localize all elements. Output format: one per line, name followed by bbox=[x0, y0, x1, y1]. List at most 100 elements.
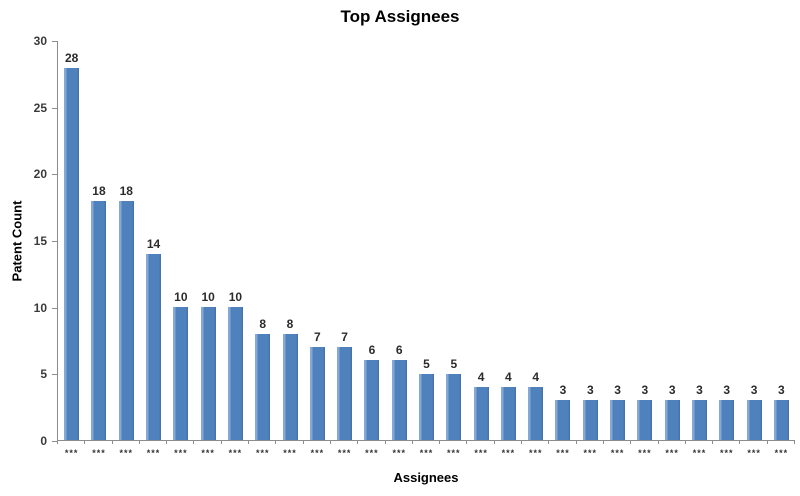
bar bbox=[500, 386, 516, 440]
bar-value-label: 10 bbox=[228, 290, 243, 305]
x-tick-cell bbox=[495, 440, 523, 444]
bar-value-label: 3 bbox=[723, 383, 731, 398]
x-category-label: *** bbox=[774, 448, 789, 458]
bar bbox=[528, 386, 544, 440]
bar bbox=[309, 346, 325, 440]
bar-value-label: 4 bbox=[532, 369, 540, 384]
bar-value-label: 3 bbox=[750, 383, 758, 398]
x-category-label: *** bbox=[610, 448, 625, 458]
bar bbox=[146, 253, 162, 440]
bar-cell: 4 bbox=[467, 41, 494, 440]
x-tick-cell bbox=[440, 440, 468, 444]
x-category-label: *** bbox=[419, 448, 434, 458]
bar-cell: 3 bbox=[686, 41, 713, 440]
x-category-label: *** bbox=[665, 448, 679, 458]
y-tick-mark bbox=[52, 307, 57, 309]
x-tick-cell bbox=[249, 440, 277, 444]
x-category-label: *** bbox=[501, 448, 516, 458]
x-category-label: *** bbox=[528, 448, 543, 458]
bar-cell: 7 bbox=[304, 41, 331, 440]
x-tick-cell bbox=[467, 440, 495, 444]
bar bbox=[337, 346, 353, 440]
bar-value-label: 7 bbox=[341, 329, 348, 344]
x-tick-cell bbox=[222, 440, 250, 444]
bar-cell: 3 bbox=[740, 41, 767, 440]
bar bbox=[637, 400, 653, 440]
bar-cell: 28 bbox=[58, 41, 85, 440]
x-category-label: *** bbox=[310, 448, 325, 458]
bar bbox=[664, 400, 680, 440]
bar-cell: 10 bbox=[222, 41, 249, 440]
x-axis-category-labels: *** *** *** *** *** *** *** *** *** *** *** *** *** *… bbox=[58, 449, 795, 458]
bar-value-label: 18 bbox=[119, 183, 133, 198]
bar bbox=[582, 400, 598, 440]
x-category-label: *** bbox=[146, 448, 161, 458]
bar-value-label: 3 bbox=[586, 383, 594, 398]
bar-cell: 5 bbox=[440, 41, 467, 440]
y-axis: 0 5 10 15 20 25 30 bbox=[0, 35, 57, 447]
x-tick-cell bbox=[113, 440, 140, 444]
x-category-label: *** bbox=[392, 448, 406, 458]
bar bbox=[91, 200, 107, 440]
y-tick-label: 25 bbox=[33, 100, 47, 115]
bar-series: 28 18 18 14 10 10 10 8 8 7 7 6 6 5 5 4 4 4 3 3 3 3 3 3 3 3 3 bbox=[58, 41, 795, 440]
bar-value-label: 7 bbox=[313, 329, 321, 344]
y-tick-label: 0 bbox=[40, 434, 47, 448]
bar-cell: 10 bbox=[194, 41, 221, 440]
x-tick-cell bbox=[740, 440, 768, 444]
bar-value-label: 18 bbox=[92, 183, 106, 198]
x-tick-cell bbox=[140, 440, 168, 444]
bar bbox=[255, 333, 271, 440]
bar bbox=[118, 200, 134, 440]
y-tick-mark bbox=[52, 107, 57, 109]
bar-value-label: 3 bbox=[559, 383, 567, 398]
x-tick-cell bbox=[331, 440, 359, 444]
x-category-label: *** bbox=[720, 448, 734, 458]
bar-value-label: 5 bbox=[423, 356, 430, 371]
y-tick-label: 30 bbox=[33, 34, 47, 48]
x-axis-title: Assignees bbox=[393, 470, 459, 485]
x-tick-cell bbox=[549, 440, 577, 444]
bar-cell: 3 bbox=[768, 41, 795, 440]
bar bbox=[691, 400, 707, 440]
bar bbox=[773, 400, 789, 440]
bar-cell: 3 bbox=[549, 41, 576, 440]
x-category-label: *** bbox=[337, 448, 352, 458]
x-category-label: *** bbox=[255, 448, 270, 458]
bar-cell: 3 bbox=[659, 41, 686, 440]
x-tick-cell bbox=[194, 440, 222, 444]
x-category-label: *** bbox=[92, 448, 106, 458]
x-category-label: *** bbox=[201, 448, 215, 458]
bar-cell: 4 bbox=[522, 41, 549, 440]
plot-area: 28 18 18 14 10 10 10 8 8 7 7 6 6 5 5 4 4 4 3 3 3 3 3 3 3 3 3 *** **… bbox=[57, 41, 796, 458]
bar-cell: 6 bbox=[358, 41, 385, 440]
bar bbox=[555, 400, 571, 440]
x-axis-tick-marks bbox=[57, 440, 796, 444]
bar-value-label: 8 bbox=[259, 316, 267, 331]
bar bbox=[610, 400, 626, 440]
x-tick-cell bbox=[386, 440, 413, 444]
bar-value-label: 28 bbox=[64, 50, 79, 65]
bar-cell: 8 bbox=[249, 41, 276, 440]
x-tick-cell bbox=[304, 440, 331, 444]
bar-cell: 18 bbox=[113, 41, 140, 440]
x-tick-cell bbox=[413, 440, 441, 444]
bar-value-label: 3 bbox=[668, 383, 676, 398]
bar-cell: 3 bbox=[631, 41, 658, 440]
bar bbox=[173, 307, 189, 440]
x-category-label: *** bbox=[447, 448, 461, 458]
x-tick-cell bbox=[85, 440, 113, 444]
x-category-label: *** bbox=[692, 448, 707, 458]
bar-value-label: 10 bbox=[201, 290, 215, 305]
bar-value-label: 3 bbox=[614, 383, 621, 398]
x-category-label: *** bbox=[228, 448, 243, 458]
y-tick-label: 10 bbox=[33, 300, 47, 315]
bar-value-label: 6 bbox=[395, 343, 403, 358]
x-category-label: *** bbox=[64, 448, 79, 458]
y-tick-label: 20 bbox=[33, 167, 47, 182]
x-category-label: *** bbox=[283, 448, 297, 458]
x-tick-cell bbox=[631, 440, 659, 444]
bar-cell: 10 bbox=[167, 41, 194, 440]
x-tick-cell bbox=[713, 440, 741, 444]
y-tick-label: 5 bbox=[40, 367, 47, 382]
